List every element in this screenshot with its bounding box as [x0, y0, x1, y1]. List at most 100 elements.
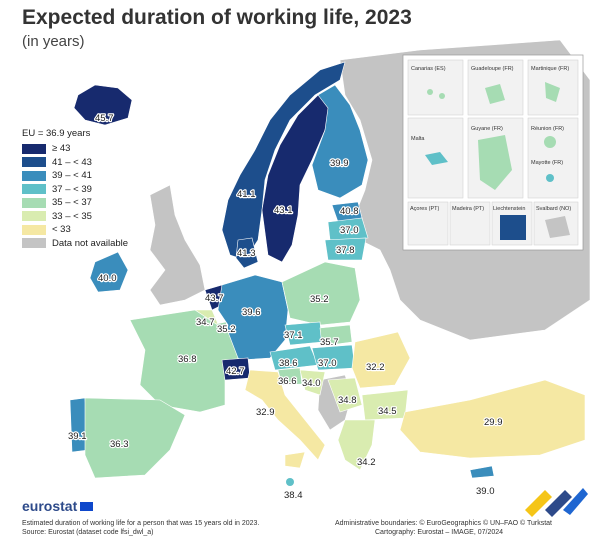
country-finland: [311, 84, 369, 199]
label-romania: 32.2: [366, 362, 385, 373]
inset-title-malta: Malta: [411, 136, 425, 142]
label-hungary: 37.0: [318, 358, 337, 369]
page-subtitle: (in years): [22, 33, 85, 50]
inset-title-liechtenstein: Liechtenstein: [493, 206, 525, 212]
footnote-boundaries: Administrative boundaries: © EuroGeograp…: [335, 520, 553, 527]
legend-label: 37 – < 39: [52, 183, 92, 195]
footnote-source: Source: Eurostat (dataset code lfsi_dwl_…: [22, 529, 154, 536]
inset-title-guyane: Guyane (FR): [471, 126, 503, 132]
legend-label: 33 – < 35: [52, 210, 92, 222]
legend-swatch: [22, 184, 46, 195]
brand-name: eurostat: [22, 498, 78, 514]
eurostat-logo: eurostat: [22, 498, 94, 514]
inset-title-svalbard: Svalbard (NO): [536, 206, 571, 212]
country-serbia: [327, 377, 363, 413]
country-spain: [84, 397, 186, 479]
label-denmark: 41.3: [237, 248, 256, 259]
legend-item: 35 – < 37: [22, 196, 128, 210]
label-croatia: 34.0: [302, 378, 321, 389]
country-norway: [221, 61, 346, 261]
label-turkiye: 29.9: [484, 417, 503, 428]
legend-label: 39 – < 41: [52, 170, 92, 182]
label-germany: 39.6: [242, 307, 261, 318]
legend-item: 39 – < 41: [22, 169, 128, 183]
country-sweden: [261, 94, 331, 263]
inset-title-reunion: Réunion (FR): [531, 126, 564, 132]
country-denmark: [235, 237, 259, 269]
legend-item: 41 – < 43: [22, 156, 128, 170]
label-switzerland: 42.7: [226, 366, 245, 377]
label-spain: 36.3: [110, 439, 129, 450]
label-belgium: 34.7: [196, 317, 215, 328]
legend-swatch: [22, 211, 46, 222]
region-no-data-uk: [149, 184, 206, 306]
legend-label: ≥ 43: [52, 143, 71, 155]
label-estonia: 40.8: [340, 206, 359, 217]
label-netherlands: 43.7: [205, 293, 224, 304]
legend-swatch: [22, 224, 46, 235]
label-slovenia: 36.6: [278, 376, 297, 387]
legend-item: ≥ 43: [22, 142, 128, 156]
country-malta: [286, 478, 294, 486]
country-france: [129, 309, 239, 413]
label-lithuania: 37.8: [336, 245, 355, 256]
legend-swatch: [22, 143, 46, 154]
inset-title-martinique: Martinique (FR): [531, 66, 569, 72]
label-greece: 34.2: [357, 457, 376, 468]
country-poland: [281, 261, 361, 326]
legend-swatch: [22, 157, 46, 168]
inset-title-madeira: Madeira (PT): [452, 206, 484, 212]
footnote-note: Estimated duration of working life for a…: [22, 520, 260, 527]
decor-stripes: [525, 488, 588, 517]
country-germany: [217, 274, 289, 361]
eu-flag-icon: [80, 501, 94, 511]
footnote-cartography: Cartography: Eurostat – IMAGE, 07/2024: [375, 529, 504, 536]
country-greece: [337, 419, 376, 471]
label-ireland: 40.0: [98, 273, 117, 284]
label-finland: 39.9: [330, 158, 349, 169]
legend-label: 41 – < 43: [52, 156, 92, 168]
country-romania: [351, 331, 411, 389]
legend-label: < 33: [52, 224, 71, 236]
country-ireland: [89, 251, 129, 293]
legend-item: Data not available: [22, 237, 128, 251]
country-slovakia: [319, 324, 353, 347]
label-czechia: 37.1: [284, 330, 303, 341]
legend-swatch: [22, 238, 46, 249]
legend-swatch: [22, 170, 46, 181]
page-title: Expected duration of working life, 2023: [22, 6, 412, 29]
inset-title-mayotte: Mayotte (FR): [531, 160, 563, 166]
legend-item: 33 – < 35: [22, 210, 128, 224]
label-austria: 38.6: [279, 358, 298, 369]
label-luxembourg: 35.2: [217, 324, 236, 335]
label-malta: 38.4: [284, 490, 303, 501]
label-sweden: 43.1: [274, 205, 293, 216]
label-france: 36.8: [178, 354, 197, 365]
label-slovakia: 35.7: [320, 337, 339, 348]
label-cyprus: 39.0: [476, 486, 495, 497]
label-serbia: 34.8: [338, 395, 357, 406]
country-iceland: [73, 84, 133, 126]
label-portugal: 39.1: [68, 431, 87, 442]
label-bulgaria: 34.5: [378, 406, 397, 417]
legend-item: 37 – < 39: [22, 183, 128, 197]
label-iceland: 45.7: [95, 113, 114, 124]
map-legend: EU = 36.9 years ≥ 43 41 – < 43 39 – < 41…: [22, 128, 128, 250]
country-croatia: [299, 369, 326, 396]
inset-panel: Canarias (ES) Guadeloupe (FR) Martinique…: [402, 54, 584, 251]
country-lithuania: [324, 237, 367, 261]
legend-label: Data not available: [52, 237, 129, 249]
country-cyprus: [469, 465, 495, 479]
country-italy-sicily: [284, 451, 306, 469]
legend-item: < 33: [22, 223, 128, 237]
inset-title-canarias: Canarias (ES): [411, 66, 446, 72]
label-italy: 32.9: [256, 407, 275, 418]
country-latvia: [327, 217, 369, 241]
label-poland: 35.2: [310, 294, 329, 305]
legend-swatch: [22, 197, 46, 208]
legend-label: 35 – < 37: [52, 197, 92, 209]
legend-title: EU = 36.9 years: [22, 128, 91, 139]
inset-title-acores: Açores (PT): [410, 206, 440, 212]
label-norway: 41.1: [237, 189, 256, 200]
